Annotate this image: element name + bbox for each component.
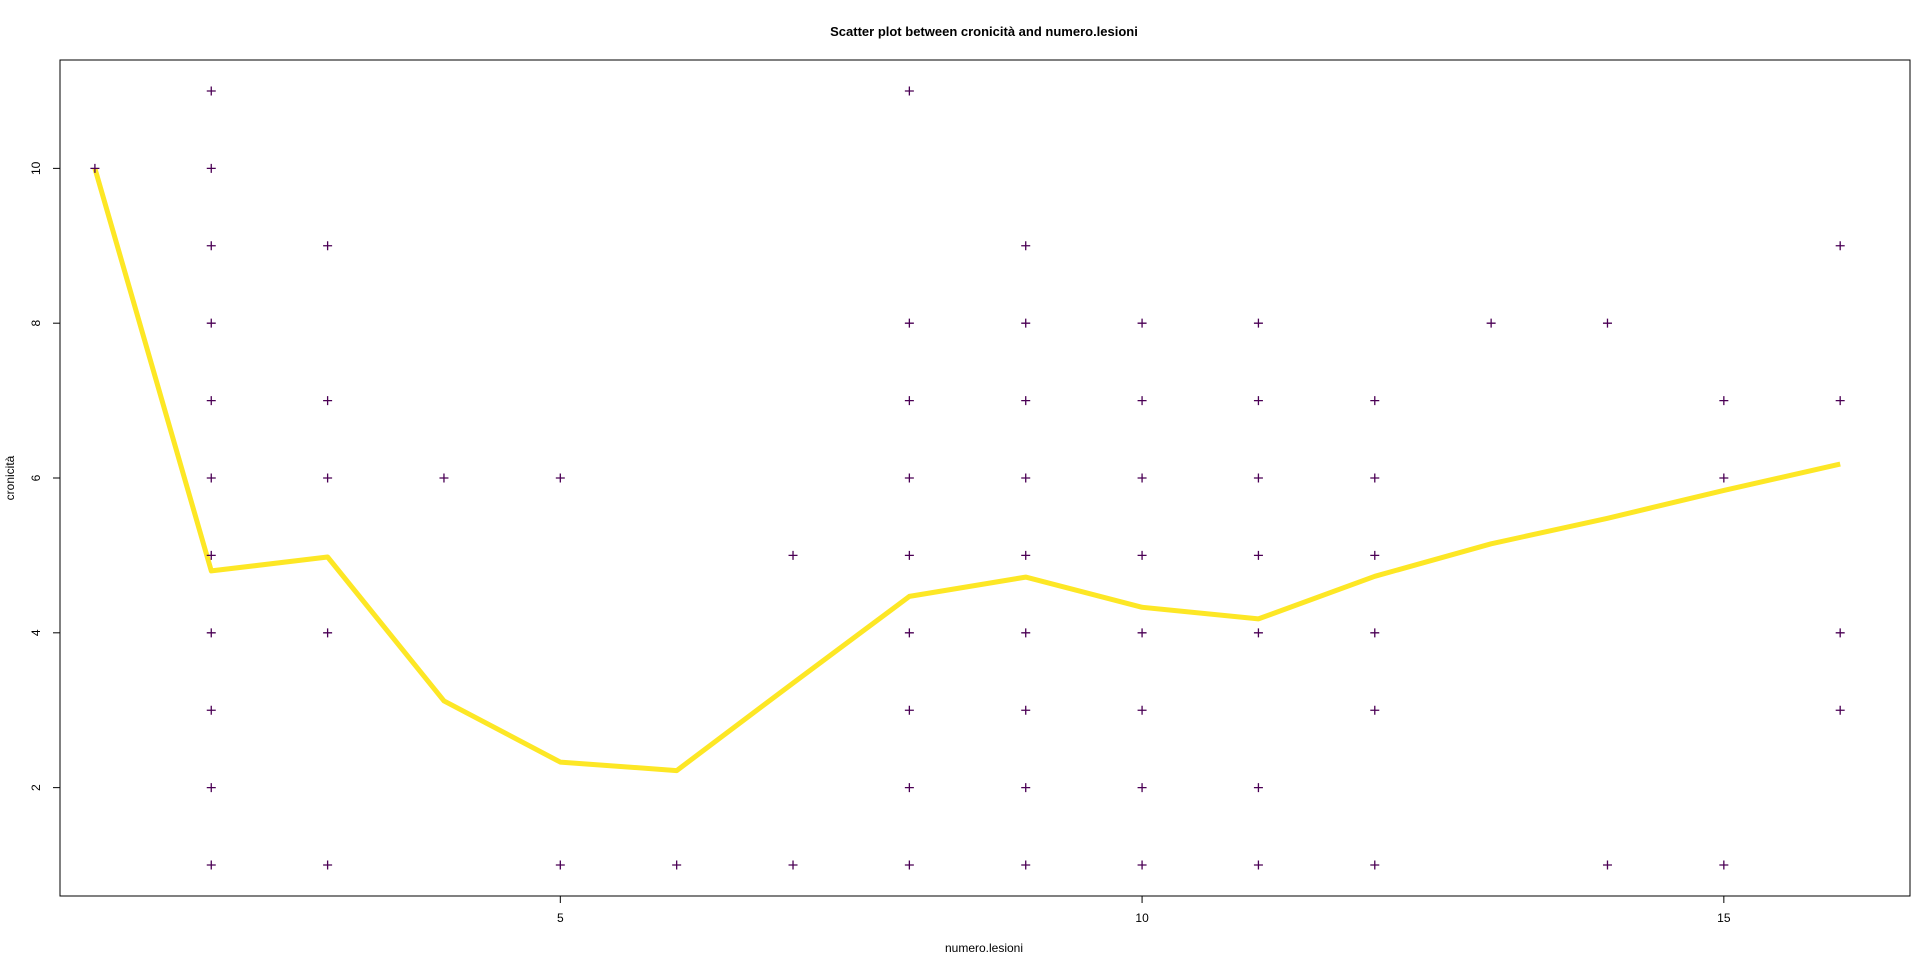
- data-point: [206, 86, 216, 96]
- y-axis: 2 4 6 8 10: [29, 161, 60, 791]
- data-point: [206, 705, 216, 715]
- data-points: [90, 86, 1845, 870]
- data-point: [1253, 628, 1263, 638]
- data-point: [1370, 860, 1380, 870]
- y-tick-label: 6: [29, 474, 43, 481]
- data-point: [1370, 705, 1380, 715]
- data-point: [1835, 705, 1845, 715]
- data-point: [1370, 550, 1380, 560]
- data-point: [1370, 396, 1380, 406]
- x-axis-label: numero.lesioni: [945, 941, 1023, 955]
- data-point: [1835, 396, 1845, 406]
- plot-frame: [59, 59, 1911, 897]
- data-point: [1137, 860, 1147, 870]
- data-point: [788, 550, 798, 560]
- data-point: [1137, 396, 1147, 406]
- y-tick-label: 4: [29, 629, 43, 636]
- data-point: [904, 783, 914, 793]
- data-point: [1253, 473, 1263, 483]
- data-point: [1021, 241, 1031, 251]
- data-point: [1253, 396, 1263, 406]
- y-tick-label: 8: [29, 320, 43, 327]
- data-point: [206, 318, 216, 328]
- data-point: [904, 705, 914, 715]
- x-tick-label: 10: [1135, 911, 1149, 925]
- data-point: [1021, 550, 1031, 560]
- data-point: [904, 396, 914, 406]
- data-point: [1835, 628, 1845, 638]
- data-point: [323, 396, 333, 406]
- data-point: [555, 473, 565, 483]
- data-point: [206, 163, 216, 173]
- data-point: [323, 628, 333, 638]
- data-point: [1137, 705, 1147, 715]
- y-axis-label: cronicità: [3, 455, 17, 500]
- data-point: [1835, 241, 1845, 251]
- data-point: [904, 473, 914, 483]
- data-point: [904, 860, 914, 870]
- y-tick-label: 10: [29, 161, 43, 175]
- data-point: [1602, 318, 1612, 328]
- data-point: [1602, 860, 1612, 870]
- data-point: [90, 163, 100, 173]
- data-point: [1021, 473, 1031, 483]
- data-point: [1021, 396, 1031, 406]
- data-point: [1486, 318, 1496, 328]
- data-point: [1719, 396, 1729, 406]
- data-point: [439, 473, 449, 483]
- data-point: [1137, 318, 1147, 328]
- data-point: [1021, 628, 1031, 638]
- data-point: [1370, 628, 1380, 638]
- data-point: [323, 241, 333, 251]
- data-point: [1253, 783, 1263, 793]
- data-point: [206, 860, 216, 870]
- data-point: [206, 550, 216, 560]
- chart-title: Scatter plot between cronicità and numer…: [830, 24, 1138, 39]
- y-tick-label: 2: [29, 784, 43, 791]
- data-point: [323, 860, 333, 870]
- data-point: [1137, 783, 1147, 793]
- data-point: [1253, 860, 1263, 870]
- smoothed-trend-line: [92, 167, 1841, 774]
- data-point: [904, 628, 914, 638]
- data-point: [1021, 705, 1031, 715]
- data-point: [1719, 860, 1729, 870]
- data-point: [1137, 628, 1147, 638]
- data-point: [904, 86, 914, 96]
- data-point: [1021, 783, 1031, 793]
- data-point: [206, 628, 216, 638]
- data-point: [1253, 318, 1263, 328]
- x-tick-label: 15: [1717, 911, 1731, 925]
- data-point: [904, 550, 914, 560]
- data-point: [1137, 550, 1147, 560]
- data-point: [1137, 473, 1147, 483]
- data-point: [206, 783, 216, 793]
- data-point: [904, 318, 914, 328]
- data-point: [1021, 860, 1031, 870]
- data-point: [555, 860, 565, 870]
- data-point: [672, 860, 682, 870]
- data-point: [206, 473, 216, 483]
- data-point: [1021, 318, 1031, 328]
- data-point: [1253, 550, 1263, 560]
- x-tick-label: 5: [557, 911, 564, 925]
- data-point: [1370, 473, 1380, 483]
- data-point: [1719, 473, 1729, 483]
- data-point: [206, 241, 216, 251]
- data-point: [788, 860, 798, 870]
- data-point: [206, 396, 216, 406]
- data-point: [323, 473, 333, 483]
- x-axis: 5 10 15: [557, 896, 1731, 925]
